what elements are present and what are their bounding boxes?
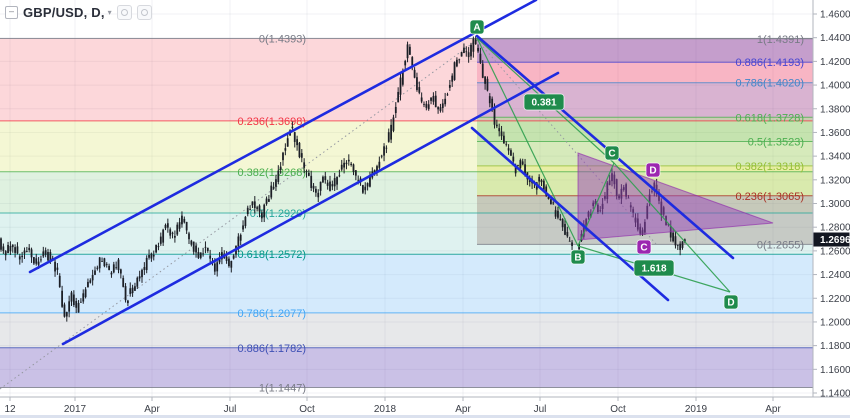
svg-text:Apr: Apr <box>455 404 471 415</box>
svg-text:2017: 2017 <box>64 404 87 415</box>
svg-text:0.236(1.3698): 0.236(1.3698) <box>238 116 307 128</box>
svg-text:0.5(1.2920): 0.5(1.2920) <box>250 208 306 220</box>
svg-text:0.5(1.3523): 0.5(1.3523) <box>748 137 804 149</box>
svg-text:1.2000: 1.2000 <box>820 317 850 328</box>
svg-text:1.3000: 1.3000 <box>820 199 850 210</box>
ascending-channel-upper <box>28 0 538 274</box>
svg-text:1.1400: 1.1400 <box>820 389 850 400</box>
svg-text:Jul: Jul <box>534 404 547 415</box>
svg-text:0(1.4393): 0(1.4393) <box>259 34 306 46</box>
svg-text:0.618(1.3728): 0.618(1.3728) <box>736 112 805 124</box>
svg-text:1.3800: 1.3800 <box>820 104 850 115</box>
pattern-badges[interactable]: A B C D 0.381 1.618 C D <box>469 19 739 310</box>
svg-text:1.2600: 1.2600 <box>820 246 850 257</box>
svg-text:1.1600: 1.1600 <box>820 365 850 376</box>
svg-text:Oct: Oct <box>299 404 315 415</box>
svg-text:1.2400: 1.2400 <box>820 270 850 281</box>
svg-text:2018: 2018 <box>374 404 397 415</box>
legend-action-icon-2[interactable] <box>136 5 152 20</box>
grid-lines <box>0 0 813 397</box>
descending-channel-upper <box>475 34 735 260</box>
svg-text:0(1.2655): 0(1.2655) <box>757 239 804 251</box>
svg-text:12: 12 <box>4 404 16 415</box>
svg-text:0.382(1.3268): 0.382(1.3268) <box>238 167 307 179</box>
legend-dropdown-caret-icon[interactable]: ▾ <box>107 8 112 17</box>
svg-text:0.886(1.1782): 0.886(1.1782) <box>238 343 307 355</box>
svg-text:1(1.1447): 1(1.1447) <box>259 382 306 394</box>
svg-text:D: D <box>649 166 656 177</box>
svg-text:0.382(1.3318): 0.382(1.3318) <box>736 161 805 173</box>
svg-text:1.618: 1.618 <box>641 264 666 275</box>
svg-text:1.2200: 1.2200 <box>820 294 850 305</box>
svg-text:0.886(1.4193): 0.886(1.4193) <box>736 57 805 69</box>
svg-text:1.4000: 1.4000 <box>820 81 850 92</box>
price-axis[interactable]: 1.1400 1.1600 1.1800 1.2000 1.2200 1.2400 1.26… <box>812 0 850 418</box>
svg-text:0.381: 0.381 <box>531 98 556 109</box>
svg-text:1.3400: 1.3400 <box>820 152 850 163</box>
svg-text:C: C <box>640 243 647 254</box>
current-price-value: 1.2696 <box>820 235 850 246</box>
svg-text:1.4600: 1.4600 <box>820 10 850 21</box>
svg-text:1.4400: 1.4400 <box>820 33 850 44</box>
svg-text:1.2800: 1.2800 <box>820 223 850 234</box>
svg-text:0.786(1.2077): 0.786(1.2077) <box>238 308 307 320</box>
svg-text:C: C <box>608 149 615 160</box>
svg-text:1.4200: 1.4200 <box>820 57 850 68</box>
current-price-badge <box>813 232 850 247</box>
svg-text:1(1.4391): 1(1.4391) <box>757 34 804 46</box>
svg-text:Apr: Apr <box>765 404 781 415</box>
svg-text:1.1800: 1.1800 <box>820 341 850 352</box>
svg-text:Jul: Jul <box>224 404 237 415</box>
svg-text:D: D <box>727 298 734 309</box>
svg-text:0.236(1.3065): 0.236(1.3065) <box>736 191 805 203</box>
svg-text:1.3600: 1.3600 <box>820 128 850 139</box>
collapse-legend-icon[interactable]: – <box>5 6 18 19</box>
symbol-title[interactable]: GBP/USD, D, <box>23 5 105 20</box>
time-axis[interactable]: 12 2017 Apr Jul Oct 2018 Apr Jul Oct 2019 Apr <box>0 396 850 418</box>
svg-text:Apr: Apr <box>144 404 160 415</box>
fib-level-labels: 0(1.4393) 0.236(1.3698) 0.382(1.3268) 0.5(1… <box>238 34 805 395</box>
svg-text:B: B <box>574 253 581 264</box>
svg-text:0.618(1.2572): 0.618(1.2572) <box>238 249 307 261</box>
svg-text:2019: 2019 <box>685 404 708 415</box>
svg-text:1.3200: 1.3200 <box>820 175 850 186</box>
legend-action-icon-1[interactable] <box>116 5 132 20</box>
svg-text:Oct: Oct <box>610 404 626 415</box>
svg-text:0.786(1.4020): 0.786(1.4020) <box>736 78 805 90</box>
svg-text:A: A <box>473 23 480 34</box>
ascending-channel-lower <box>61 71 560 346</box>
symbol-legend: – GBP/USD, D, ▾ <box>5 5 152 20</box>
trend-channel-lines[interactable] <box>28 0 735 346</box>
